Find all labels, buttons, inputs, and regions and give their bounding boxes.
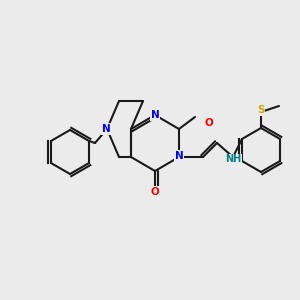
Text: N: N bbox=[102, 124, 110, 134]
Text: O: O bbox=[205, 118, 213, 128]
Text: S: S bbox=[257, 105, 265, 115]
Text: NH: NH bbox=[225, 154, 241, 164]
Text: N: N bbox=[175, 151, 183, 161]
Text: O: O bbox=[151, 187, 159, 197]
Text: N: N bbox=[151, 110, 159, 120]
